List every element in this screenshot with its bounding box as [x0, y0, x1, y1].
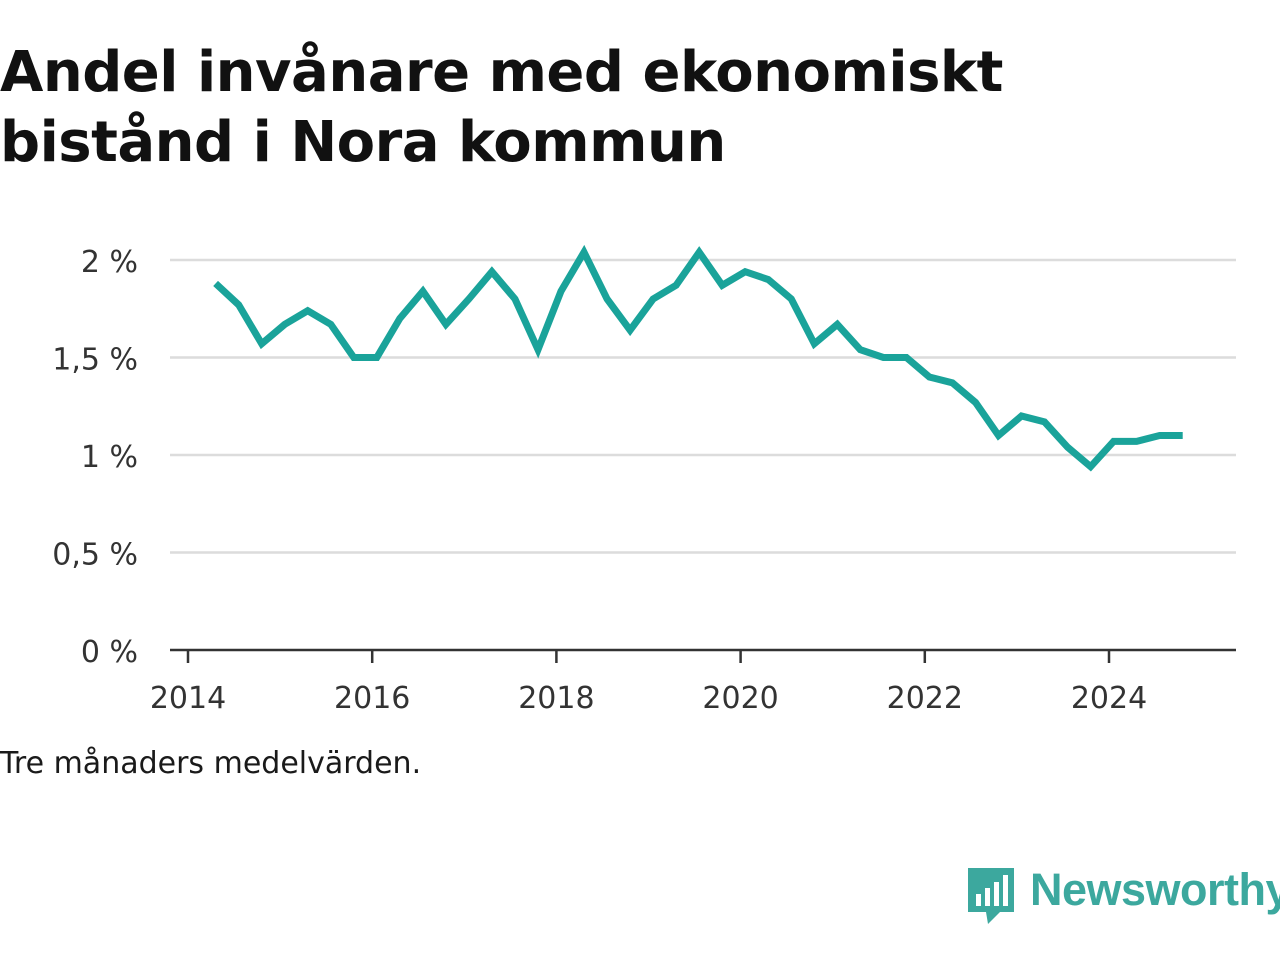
y-tick-label: 2 %	[81, 245, 138, 280]
y-axis-ticks: 0 % 0,5 % 1 % 1,5 % 2 %	[52, 245, 138, 670]
y-tick-label: 1,5 %	[52, 343, 138, 378]
line-chart: 0 % 0,5 % 1 % 1,5 % 2 % 2014 2016 2018 2020 2022…	[52, 244, 1236, 716]
x-tick-label: 2022	[887, 681, 963, 716]
brand-name: Newsworthy	[1030, 864, 1280, 915]
x-tick-label: 2020	[702, 681, 778, 716]
y-tick-label: 0 %	[81, 635, 138, 670]
y-tick-label: 0,5 %	[52, 538, 138, 573]
series-line-0	[213, 244, 1183, 472]
x-tick-label: 2018	[518, 681, 594, 716]
chart-title: Andel invånare med ekonomiskt bistånd i …	[0, 40, 1003, 175]
x-tick-label: 2016	[334, 681, 410, 716]
x-axis: 2014 2016 2018 2020 2022 2024	[150, 648, 1236, 716]
newsworthy-logo-icon	[968, 868, 1014, 924]
brand-logo[interactable]: Newsworthy	[964, 864, 1280, 930]
chart-note: Tre månaders medelvärden.	[0, 746, 422, 781]
series-line-group	[213, 244, 1183, 472]
y-tick-label: 1 %	[81, 440, 138, 475]
x-tick-label: 2024	[1071, 681, 1147, 716]
grid-lines	[170, 258, 1236, 554]
x-tick-label: 2014	[150, 681, 226, 716]
